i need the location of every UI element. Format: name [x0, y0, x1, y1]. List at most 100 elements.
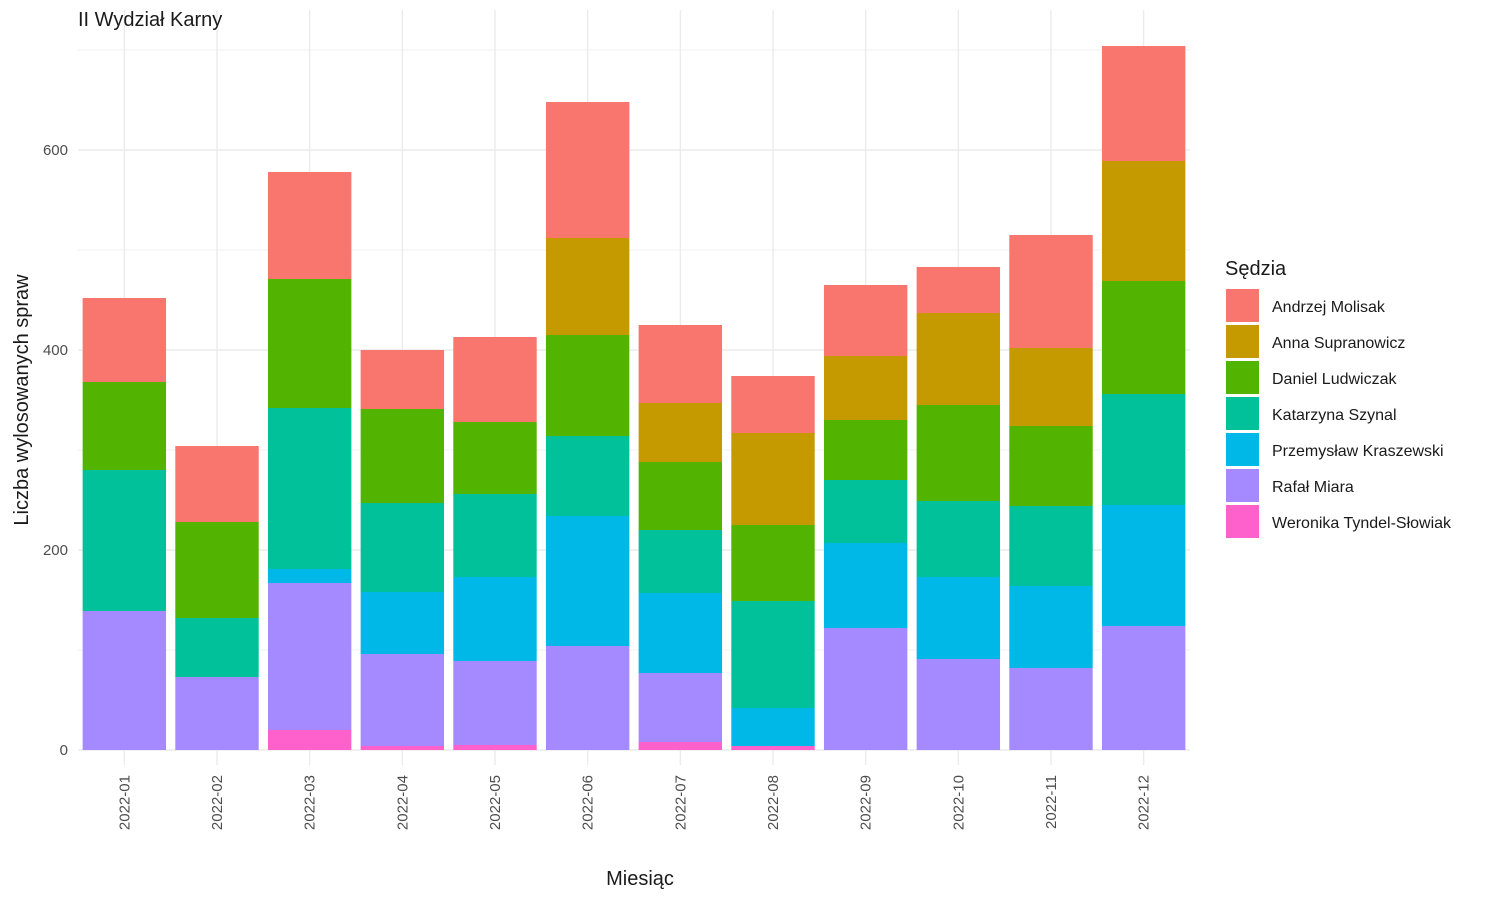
bar-segment	[823, 480, 908, 543]
bar-segment	[267, 172, 352, 279]
x-axis-title: Miesiąc	[606, 868, 674, 890]
x-tick-label: 2022-04	[394, 775, 411, 830]
legend-label: Przemysław Kraszewski	[1272, 443, 1444, 460]
bar-segment	[175, 677, 259, 750]
bar-segment	[1101, 626, 1186, 750]
legend: Sędzia Andrzej Molisak Anna Supranowicz Da…	[1225, 258, 1452, 538]
x-tick-label: 2022-09	[858, 775, 875, 830]
bar-segment	[545, 516, 630, 646]
x-tick-label: 2022-01	[116, 775, 133, 830]
x-tick-label: 2022-02	[209, 775, 226, 830]
bar-segment	[453, 661, 537, 745]
bar-segment	[1101, 281, 1186, 394]
bar-segment	[453, 577, 537, 661]
x-tick-label: 2022-03	[302, 775, 319, 830]
bar-segment	[360, 654, 445, 746]
bar-segment	[1009, 586, 1093, 668]
bar-segment	[267, 569, 352, 583]
bar-segment	[823, 628, 908, 750]
legend-swatch	[1226, 397, 1259, 430]
bar-segment	[175, 618, 259, 677]
bar-segment	[1009, 426, 1093, 506]
legend-swatch	[1226, 469, 1259, 502]
bar-segment	[916, 659, 1001, 750]
bar-segment	[1101, 161, 1186, 281]
bar-segment	[1009, 668, 1093, 750]
bar-segment	[82, 382, 167, 470]
x-tick-label: 2022-07	[672, 775, 689, 830]
bar-segment	[453, 337, 537, 422]
bar-segment	[453, 494, 537, 577]
bar-segment	[731, 433, 815, 525]
bar-segment	[82, 298, 167, 382]
bar-segment	[360, 409, 445, 503]
bar-segment	[175, 522, 259, 618]
bar-segment	[823, 356, 908, 420]
bar-segment	[916, 405, 1001, 501]
bar-segment	[638, 673, 723, 742]
bar-segment	[916, 267, 1001, 313]
bar-segment	[638, 325, 723, 403]
bar-segment	[1101, 394, 1186, 505]
bar-segment	[916, 577, 1001, 659]
legend-label: Katarzyna Szynal	[1272, 407, 1397, 424]
x-tick-label: 2022-05	[487, 775, 504, 830]
bar-segment	[545, 436, 630, 516]
legend-label: Daniel Ludwiczak	[1272, 371, 1398, 388]
bar-segment	[823, 420, 908, 480]
y-axis-title: Liczba wylosowanych spraw	[11, 274, 33, 526]
y-tick-label: 400	[43, 342, 68, 359]
legend-label: Rafał Miara	[1272, 479, 1354, 496]
bar-segment	[731, 376, 815, 433]
legend-swatch	[1226, 361, 1259, 394]
bar-segment	[731, 601, 815, 708]
bar-segment	[545, 102, 630, 238]
x-tick-label: 2022-08	[765, 775, 782, 830]
bar-segment	[545, 335, 630, 436]
bar-segment	[916, 501, 1001, 577]
bar-segment	[638, 462, 723, 530]
x-tick-label: 2022-06	[580, 775, 597, 830]
bar-segment	[360, 746, 445, 750]
bar-segment	[1101, 505, 1186, 626]
bar-segment	[267, 730, 352, 750]
y-tick-label: 200	[43, 542, 68, 559]
bar-segment	[453, 745, 537, 750]
bar-segment	[453, 422, 537, 494]
bar-segment	[360, 503, 445, 592]
x-tick-label: 2022-11	[1043, 775, 1060, 829]
bar-segment	[545, 646, 630, 750]
bar-segment	[638, 530, 723, 593]
bar-segment	[638, 403, 723, 462]
bar-segment	[823, 285, 908, 356]
bar-segment	[175, 446, 259, 522]
bars-layer	[82, 46, 1186, 750]
legend-swatch	[1226, 433, 1259, 466]
bar-segment	[731, 708, 815, 746]
bar-segment	[638, 593, 723, 673]
bar-segment	[638, 742, 723, 750]
x-tick-label: 2022-12	[1136, 775, 1153, 830]
bar-segment	[731, 525, 815, 601]
bar-segment	[267, 583, 352, 730]
legend-title: Sędzia	[1225, 258, 1287, 280]
x-axis-ticks: 2022-01 2022-02 2022-03 2022-04 2022-05 2022-…	[116, 775, 1152, 830]
y-tick-label: 0	[60, 742, 68, 759]
legend-label: Andrzej Molisak	[1272, 299, 1386, 316]
bar-segment	[1009, 348, 1093, 426]
bar-segment	[1009, 506, 1093, 586]
bar-segment	[916, 313, 1001, 405]
bar-segment	[360, 592, 445, 654]
bar-segment	[267, 408, 352, 569]
legend-swatch	[1226, 289, 1259, 322]
legend-swatch	[1226, 505, 1259, 538]
y-tick-label: 600	[43, 142, 68, 159]
legend-swatch	[1226, 325, 1259, 358]
bar-segment	[360, 350, 445, 409]
bar-segment	[731, 746, 815, 750]
bar-segment	[1009, 235, 1093, 348]
bar-segment	[82, 470, 167, 611]
y-axis-ticks: 0 200 400 600	[43, 142, 68, 759]
bar-segment	[823, 543, 908, 628]
